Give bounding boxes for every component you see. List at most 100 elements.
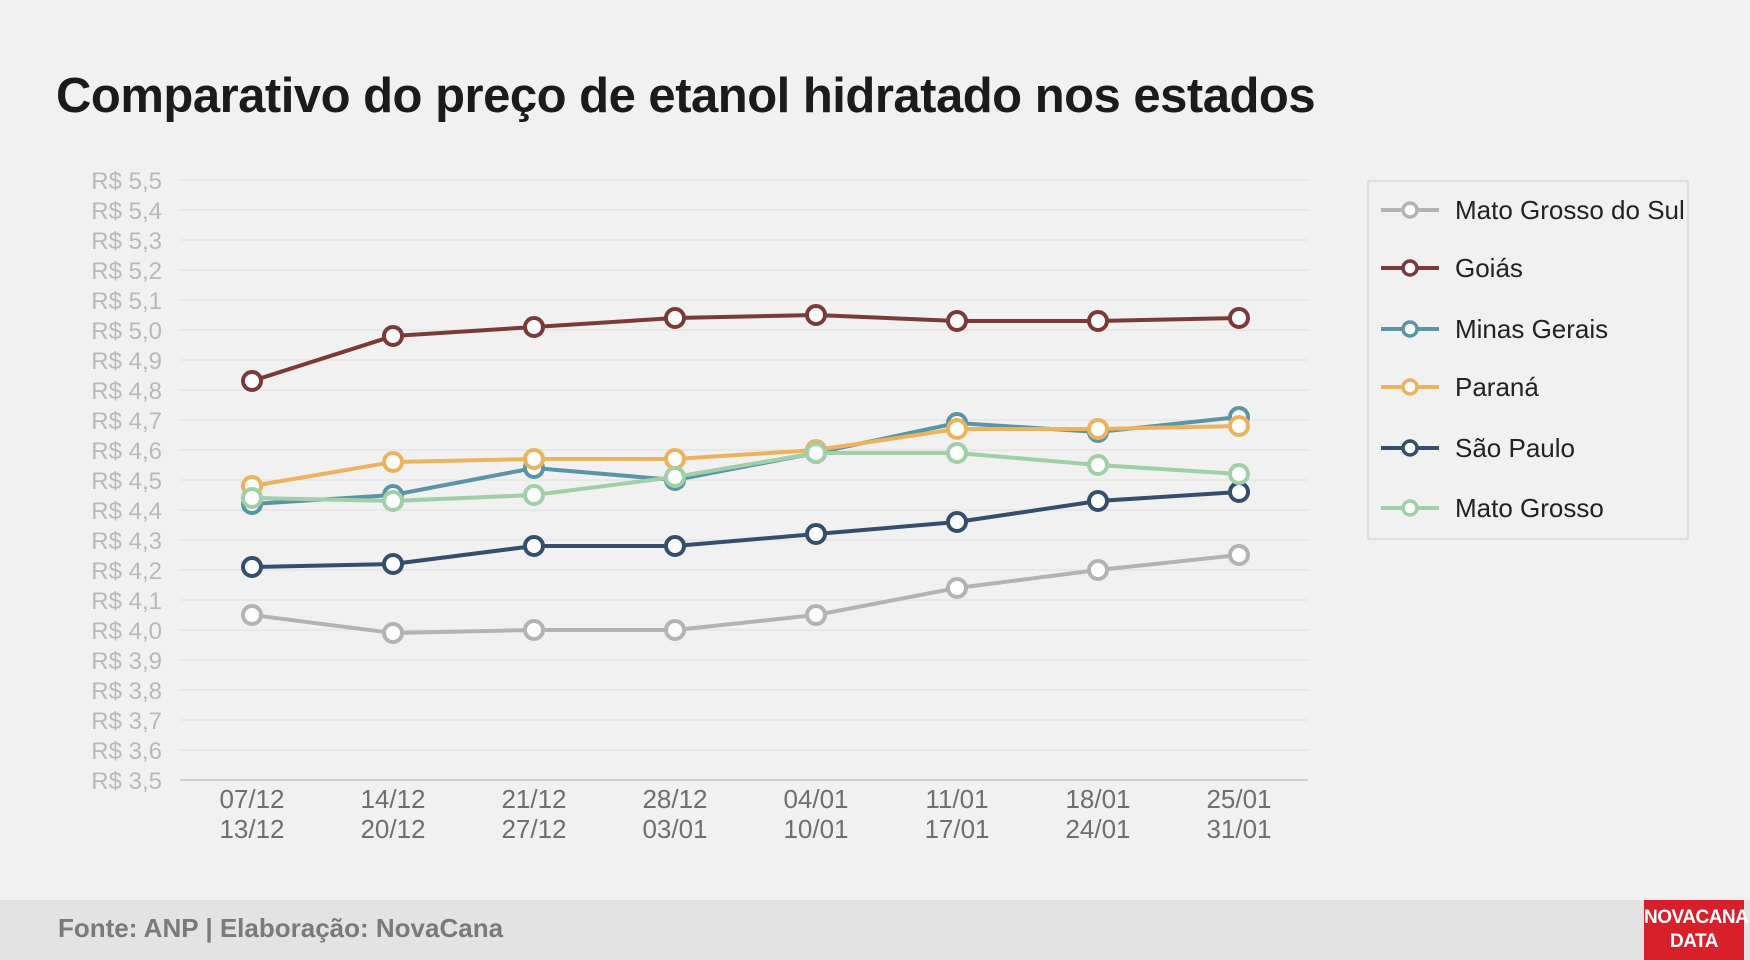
- y-tick-label: R$ 4,7: [91, 408, 162, 435]
- legend-swatch-marker: [1401, 439, 1419, 457]
- data-point: [523, 316, 545, 338]
- legend-label: Minas Gerais: [1455, 313, 1609, 344]
- x-tick-label: 31/01: [1206, 814, 1271, 844]
- y-tick-label: R$ 5,2: [91, 258, 162, 285]
- logo-line-2: DATA: [1670, 931, 1718, 952]
- data-point: [1087, 559, 1109, 581]
- legend-item: Minas Gerais: [1379, 309, 1608, 349]
- data-point: [1228, 481, 1250, 503]
- legend-item: Mato Grosso: [1379, 488, 1604, 528]
- series-sao-paulo: [241, 481, 1250, 578]
- y-tick-label: R$ 4,3: [91, 528, 162, 555]
- legend-swatch: [1381, 201, 1439, 219]
- chart-title: Comparativo do preço de etanol hidratado…: [56, 69, 1316, 123]
- legend-item: Goiás: [1379, 248, 1523, 288]
- legend-swatch-marker: [1401, 259, 1419, 277]
- data-point: [805, 442, 827, 464]
- data-point: [946, 577, 968, 599]
- x-tick-label: 20/12: [360, 814, 425, 844]
- series-line: [251, 313, 1240, 383]
- data-point: [382, 553, 404, 575]
- data-point: [382, 490, 404, 512]
- data-point: [1087, 418, 1109, 440]
- legend-item: São Paulo: [1379, 428, 1575, 468]
- legend-label: Mato Grosso do Sul: [1455, 194, 1685, 225]
- y-tick-label: R$ 5,0: [91, 318, 162, 345]
- y-tick-label: R$ 4,4: [91, 498, 162, 525]
- legend-swatch: [1381, 499, 1439, 517]
- x-tick-label: 10/01: [783, 814, 848, 844]
- data-point: [241, 487, 263, 509]
- legend-label: Paraná: [1455, 371, 1539, 402]
- legend-label: São Paulo: [1455, 432, 1575, 463]
- data-point: [241, 370, 263, 392]
- y-tick-label: R$ 3,5: [91, 768, 162, 795]
- y-tick-label: R$ 4,2: [91, 558, 162, 585]
- data-point: [805, 604, 827, 626]
- data-point: [382, 325, 404, 347]
- data-point: [946, 442, 968, 464]
- y-tick-label: R$ 3,7: [91, 708, 162, 735]
- x-tick-label: 25/01: [1206, 784, 1271, 814]
- data-point: [664, 307, 686, 329]
- series-line: [251, 490, 1240, 569]
- legend-swatch-marker: [1401, 499, 1419, 517]
- series-line: [251, 553, 1240, 635]
- data-point: [1228, 463, 1250, 485]
- logo-line-1: NOVACANA: [1644, 907, 1749, 928]
- footer: Fonte: ANP | Elaboração: NovaCana NOVACA…: [0, 900, 1750, 960]
- x-tick-label: 21/12: [501, 784, 566, 814]
- y-tick-label: R$ 5,5: [91, 168, 162, 195]
- data-point: [241, 556, 263, 578]
- grid-lines: [180, 179, 1308, 751]
- series-goias: [241, 304, 1250, 392]
- data-point: [664, 535, 686, 557]
- data-point: [664, 466, 686, 488]
- legend-item: Mato Grosso do Sul: [1379, 190, 1685, 230]
- data-point: [1087, 454, 1109, 476]
- x-tick-label: 13/12: [219, 814, 284, 844]
- series-lines: [241, 304, 1250, 644]
- data-point: [382, 622, 404, 644]
- series-mato-grosso: [241, 442, 1250, 512]
- series-mato-grosso-do-sul: [241, 544, 1250, 644]
- data-point: [523, 619, 545, 641]
- y-tick-label: R$ 3,8: [91, 678, 162, 705]
- legend-label: Goiás: [1455, 252, 1523, 283]
- data-point: [523, 535, 545, 557]
- y-tick-label: R$ 5,4: [91, 198, 162, 225]
- legend-swatch: [1381, 439, 1439, 457]
- line-chart: R$ 3,5 R$ 3,6 R$ 3,7 R$ 3,8 R$ 3,9 R$ 4,0 R$ 4…: [91, 168, 1308, 844]
- y-tick-label: R$ 4,0: [91, 618, 162, 645]
- data-point: [523, 448, 545, 470]
- y-tick-labels: R$ 3,5 R$ 3,6 R$ 3,7 R$ 3,8 R$ 3,9 R$ 4,0 R$ 4…: [91, 168, 162, 795]
- x-tick-label: 28/12: [642, 784, 707, 814]
- data-point: [1228, 544, 1250, 566]
- legend-swatch: [1381, 259, 1439, 277]
- x-tick-label: 03/01: [642, 814, 707, 844]
- legend-swatch-marker: [1401, 201, 1419, 219]
- x-tick-label: 07/12: [219, 784, 284, 814]
- y-tick-label: R$ 5,3: [91, 228, 162, 255]
- x-tick-label: 27/12: [501, 814, 566, 844]
- data-point: [805, 523, 827, 545]
- legend-swatch-marker: [1401, 320, 1419, 338]
- novacana-logo: NOVACANA DATA: [1644, 900, 1749, 960]
- y-tick-label: R$ 4,5: [91, 468, 162, 495]
- data-point: [1087, 490, 1109, 512]
- series-line: [251, 424, 1240, 488]
- x-tick-label: 14/12: [360, 784, 425, 814]
- data-point: [1228, 307, 1250, 329]
- data-point: [241, 604, 263, 626]
- legend-item: Paraná: [1379, 367, 1539, 407]
- y-tick-label: R$ 4,9: [91, 348, 162, 375]
- x-tick-label: 24/01: [1065, 814, 1130, 844]
- x-tick-label: 18/01: [1065, 784, 1130, 814]
- data-point: [1087, 310, 1109, 332]
- source-credit: Fonte: ANP | Elaboração: NovaCana: [58, 913, 504, 943]
- data-point: [946, 310, 968, 332]
- data-point: [805, 304, 827, 326]
- y-tick-label: R$ 4,1: [91, 588, 162, 615]
- y-tick-label: R$ 3,6: [91, 738, 162, 765]
